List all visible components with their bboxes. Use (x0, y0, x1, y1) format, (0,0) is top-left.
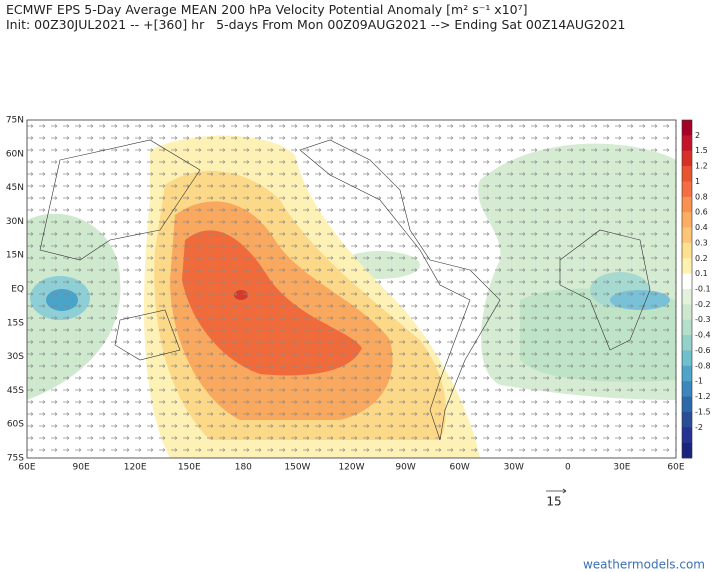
lon-label: 120W (338, 463, 364, 473)
colorbar-swatch (682, 120, 692, 136)
lat-label: 30S (7, 352, 24, 362)
colorbar-frame (681, 119, 693, 459)
lon-label: 0 (565, 463, 571, 473)
lon-label: 150W (284, 463, 310, 473)
lat-label: EQ (11, 285, 24, 295)
vector-legend-head (562, 488, 567, 494)
lon-label: 60E (18, 463, 35, 473)
lon-label: 180 (235, 463, 252, 473)
colorbar-swatch (682, 365, 692, 382)
colorbar-label: 0.8 (695, 192, 708, 201)
colorbar-swatch (682, 289, 692, 305)
colorbar-swatch (682, 335, 692, 351)
subtitle: Init: 00Z30JUL2021 -- +[360] hr 5-days F… (6, 17, 626, 32)
lon-label: 30E (613, 463, 630, 473)
map-field (27, 120, 676, 458)
colorbar-swatch (682, 304, 692, 321)
colorbar-swatch (682, 350, 692, 367)
colorbar-label: -0.6 (695, 346, 711, 355)
colorbar-label: -1 (695, 377, 703, 386)
colorbar-swatch (682, 181, 692, 198)
colorbar-label: 1 (695, 177, 700, 186)
colorbar-swatch (682, 319, 692, 336)
watermark: weathermodels.com (583, 558, 705, 572)
colorbar-label: 1.2 (695, 162, 708, 171)
colorbar-label: -0.8 (695, 361, 711, 370)
lat-label: 75N (6, 116, 24, 126)
lat-label: 45S (7, 386, 24, 396)
lon-label: 60W (449, 463, 469, 473)
colorbar-swatch (682, 150, 692, 167)
colorbar-swatch (682, 411, 692, 428)
lat-label: 75S (7, 454, 24, 464)
colorbar-swatch (682, 427, 692, 443)
colorbar-swatch (682, 227, 692, 244)
lat-label: 30N (6, 217, 24, 227)
colorbar-label: 0.2 (695, 254, 708, 263)
lat-label: 15N (6, 251, 24, 261)
colorbar: 2 1.5 1.2 1 0.8 0.6 0.4 0.3 0.2 0.1 -0.1 -0.2 -0.3 -0… (681, 119, 711, 459)
colorbar-swatch (682, 273, 692, 290)
lon-label: 30W (504, 463, 524, 473)
lon-label: 120E (124, 463, 147, 473)
lon-label: 150E (178, 463, 201, 473)
colorbar-label: -2 (695, 423, 703, 432)
colorbar-swatch (682, 135, 692, 152)
colorbar-label: -0.2 (695, 300, 711, 309)
lat-label: 60N (6, 149, 24, 159)
lon-label: 60E (667, 463, 684, 473)
colorbar-swatch (682, 258, 692, 274)
colorbar-swatch (682, 442, 692, 459)
colorbar-swatch (682, 196, 692, 213)
colorbar-label: 0.6 (695, 208, 708, 217)
lat-label: 60S (7, 420, 24, 430)
colorbar-label: 0.3 (695, 238, 708, 247)
colorbar-label: -0.1 (695, 285, 711, 294)
colorbar-swatch (682, 242, 692, 259)
colorbar-label: -1.5 (695, 407, 711, 416)
map-frame (26, 119, 677, 459)
colorbar-swatch (682, 212, 692, 228)
lat-label: 15S (7, 318, 24, 328)
colorbar-label: -0.3 (695, 315, 711, 324)
colorbar-label: 1.5 (695, 146, 708, 155)
lon-label: 90W (395, 463, 415, 473)
lon-label: 90E (73, 463, 90, 473)
colorbar-swatch (682, 396, 692, 413)
colorbar-label: 0.4 (695, 223, 708, 232)
vector-legend-label: 15 (546, 495, 561, 509)
colorbar-label: -1.2 (695, 392, 711, 401)
colorbar-swatch (682, 166, 692, 182)
colorbar-label: -0.4 (695, 331, 711, 340)
colorbar-swatch (682, 381, 692, 397)
lat-label: 45N (6, 183, 24, 193)
colorbar-label: 2 (695, 131, 700, 140)
title: ECMWF EPS 5-Day Average MEAN 200 hPa Vel… (6, 2, 528, 17)
colorbar-label: 0.1 (695, 269, 708, 278)
